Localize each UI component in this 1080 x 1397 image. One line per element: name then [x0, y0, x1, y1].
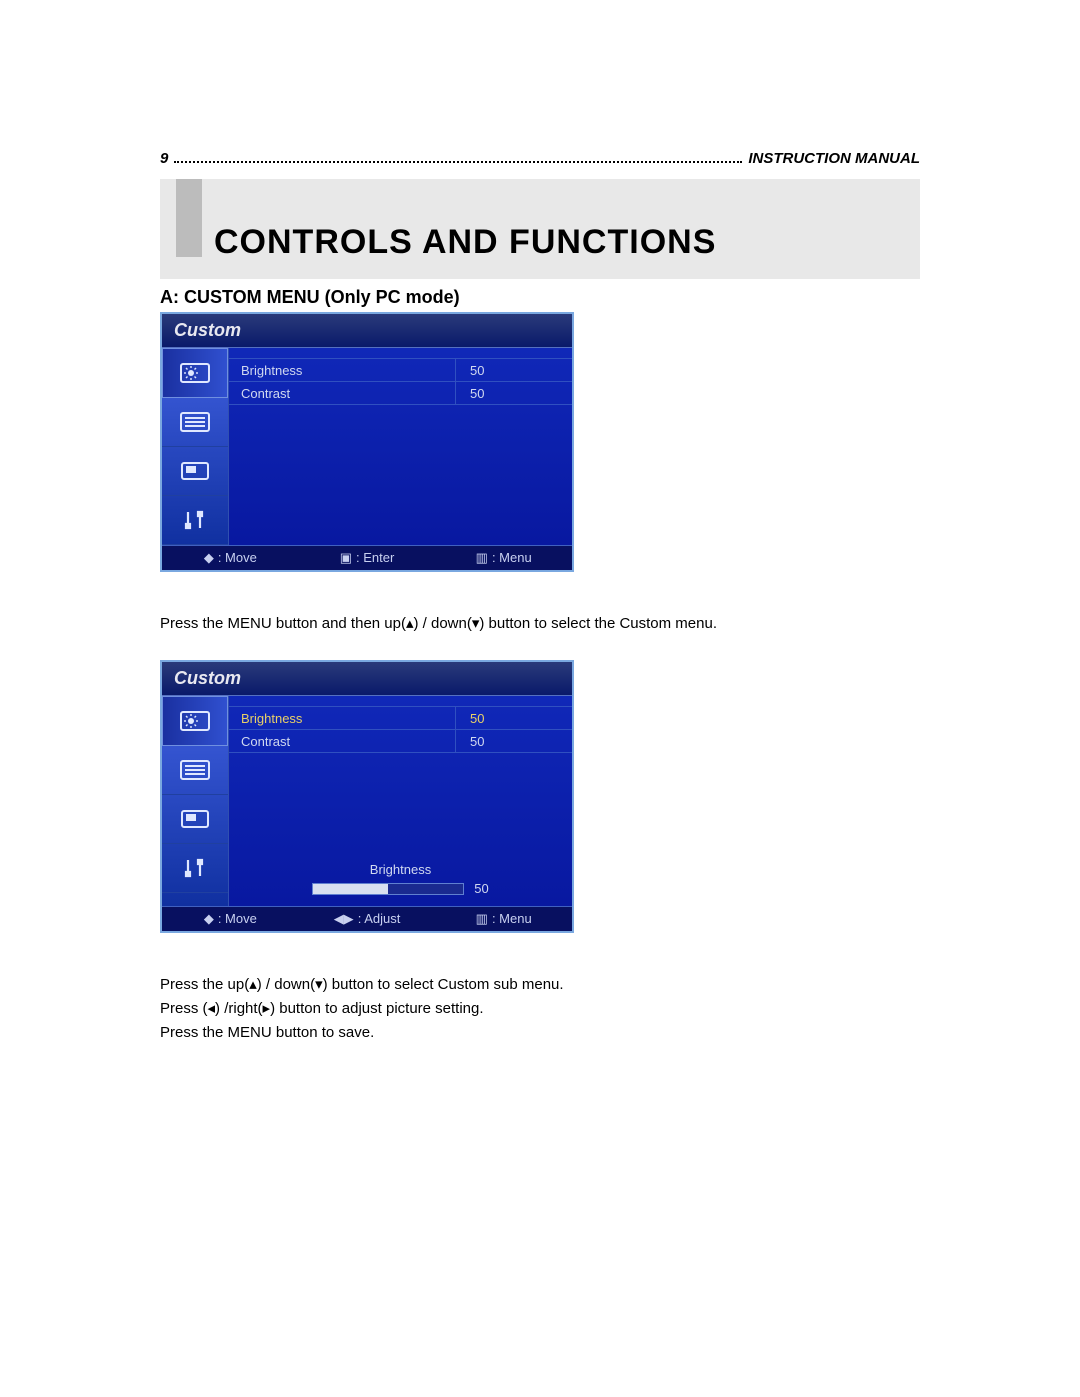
- row-value: 50: [455, 359, 560, 381]
- header-right: INSTRUCTION MANUAL: [748, 150, 920, 167]
- page-number: 9: [160, 150, 168, 167]
- list-icon[interactable]: [162, 746, 228, 795]
- page-header: 9 INSTRUCTION MANUAL: [160, 150, 920, 167]
- row-label: Contrast: [241, 734, 455, 749]
- row-label: Contrast: [241, 386, 455, 401]
- footer-move: ◆: Move: [162, 911, 299, 927]
- tools-icon[interactable]: [162, 844, 228, 893]
- osd-sidebar: [162, 696, 229, 906]
- row-value: 50: [455, 730, 560, 752]
- updown-icon: ◆: [204, 911, 214, 926]
- picture-icon[interactable]: [162, 795, 228, 844]
- row-value: 50: [455, 707, 560, 729]
- footer-move: ◆: Move: [162, 550, 299, 566]
- osd-content: Brightness 50 Contrast 50: [229, 348, 572, 545]
- brightness-slider[interactable]: [312, 883, 464, 895]
- row-label: Brightness: [241, 363, 455, 378]
- osd-title-bar: Custom: [162, 662, 572, 696]
- footer-enter: ▣: Enter: [299, 550, 436, 566]
- menu-row-contrast[interactable]: Contrast 50: [229, 382, 572, 405]
- leftright-icon: ◀▶: [334, 911, 354, 926]
- brightness-icon[interactable]: [162, 696, 228, 746]
- tools-icon[interactable]: [162, 496, 228, 545]
- picture-icon[interactable]: [162, 447, 228, 496]
- slider-fill: [313, 884, 388, 894]
- updown-icon: ◆: [204, 550, 214, 565]
- osd-title: Custom: [174, 668, 241, 688]
- menu-icon: ▥: [476, 550, 488, 565]
- footer-adjust: ◀▶: Adjust: [299, 911, 436, 927]
- slider-value: 50: [474, 881, 488, 896]
- instruction-line: Press the MENU button to save.: [160, 1021, 920, 1045]
- banner-title: CONTROLS AND FUNCTIONS: [214, 223, 716, 262]
- osd-footer: ◆: Move ◀▶: Adjust ▥: Menu: [162, 906, 572, 931]
- osd-menu-2: Custom Brightness 50: [160, 660, 574, 933]
- list-icon[interactable]: [162, 398, 228, 447]
- row-label: Brightness: [241, 711, 455, 726]
- instruction-text-2: Press the up(▴) / down(▾) button to sele…: [160, 973, 920, 1045]
- osd-title: Custom: [174, 320, 241, 340]
- menu-row-brightness[interactable]: Brightness 50: [229, 358, 572, 382]
- row-value: 50: [455, 382, 560, 404]
- enter-icon: ▣: [340, 550, 352, 565]
- osd-footer: ◆: Move ▣: Enter ▥: Menu: [162, 545, 572, 570]
- instruction-line: Press (◂) /right(▸) button to adjust pic…: [160, 997, 920, 1021]
- osd-sidebar: [162, 348, 229, 545]
- brightness-icon[interactable]: [162, 348, 228, 398]
- instruction-line: Press the up(▴) / down(▾) button to sele…: [160, 973, 920, 997]
- footer-menu: ▥: Menu: [435, 550, 572, 566]
- footer-menu: ▥: Menu: [435, 911, 572, 927]
- section-title: A: CUSTOM MENU (Only PC mode): [160, 287, 920, 308]
- banner-tab: [176, 179, 202, 257]
- osd-content: Brightness 50 Contrast 50 Brightness 50: [229, 696, 572, 906]
- menu-row-brightness[interactable]: Brightness 50: [229, 706, 572, 730]
- instruction-text-1: Press the MENU button and then up(▴) / d…: [160, 612, 920, 636]
- slider-label: Brightness: [249, 862, 552, 877]
- slider-area: Brightness 50: [229, 856, 572, 906]
- osd-menu-1: Custom Brightness 50: [160, 312, 574, 572]
- menu-icon: ▥: [476, 911, 488, 926]
- section-banner: CONTROLS AND FUNCTIONS: [160, 179, 920, 279]
- osd-title-bar: Custom: [162, 314, 572, 348]
- header-dots: [174, 160, 742, 163]
- menu-row-contrast[interactable]: Contrast 50: [229, 730, 572, 753]
